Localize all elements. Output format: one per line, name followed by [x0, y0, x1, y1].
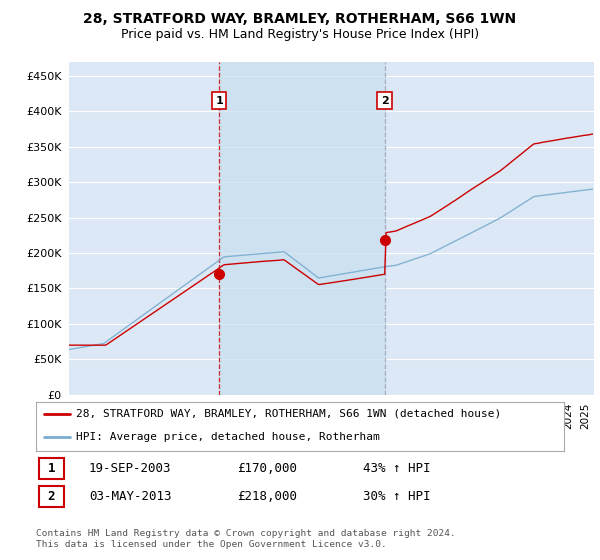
Text: £218,000: £218,000	[236, 489, 296, 503]
Text: £170,000: £170,000	[236, 461, 296, 475]
Bar	[219, 62, 385, 395]
Text: 30% ↑ HPI: 30% ↑ HPI	[364, 489, 431, 503]
Text: Price paid vs. HM Land Registry's House Price Index (HPI): Price paid vs. HM Land Registry's House …	[121, 28, 479, 41]
Text: 2: 2	[381, 96, 389, 106]
Text: HPI: Average price, detached house, Rotherham: HPI: Average price, detached house, Roth…	[76, 432, 379, 442]
Text: 19-SEP-2003: 19-SEP-2003	[89, 461, 172, 475]
Bar	[38, 486, 64, 507]
Text: 28, STRATFORD WAY, BRAMLEY, ROTHERHAM, S66 1WN (detached house): 28, STRATFORD WAY, BRAMLEY, ROTHERHAM, S…	[76, 409, 501, 419]
Bar	[38, 458, 64, 479]
Text: 28, STRATFORD WAY, BRAMLEY, ROTHERHAM, S66 1WN: 28, STRATFORD WAY, BRAMLEY, ROTHERHAM, S…	[83, 12, 517, 26]
Text: 03-MAY-2013: 03-MAY-2013	[89, 489, 172, 503]
Text: 2: 2	[47, 489, 55, 503]
Text: Contains HM Land Registry data © Crown copyright and database right 2024.
This d: Contains HM Land Registry data © Crown c…	[36, 529, 456, 549]
Text: 1: 1	[47, 461, 55, 475]
Text: 43% ↑ HPI: 43% ↑ HPI	[364, 461, 431, 475]
Text: 1: 1	[215, 96, 223, 106]
